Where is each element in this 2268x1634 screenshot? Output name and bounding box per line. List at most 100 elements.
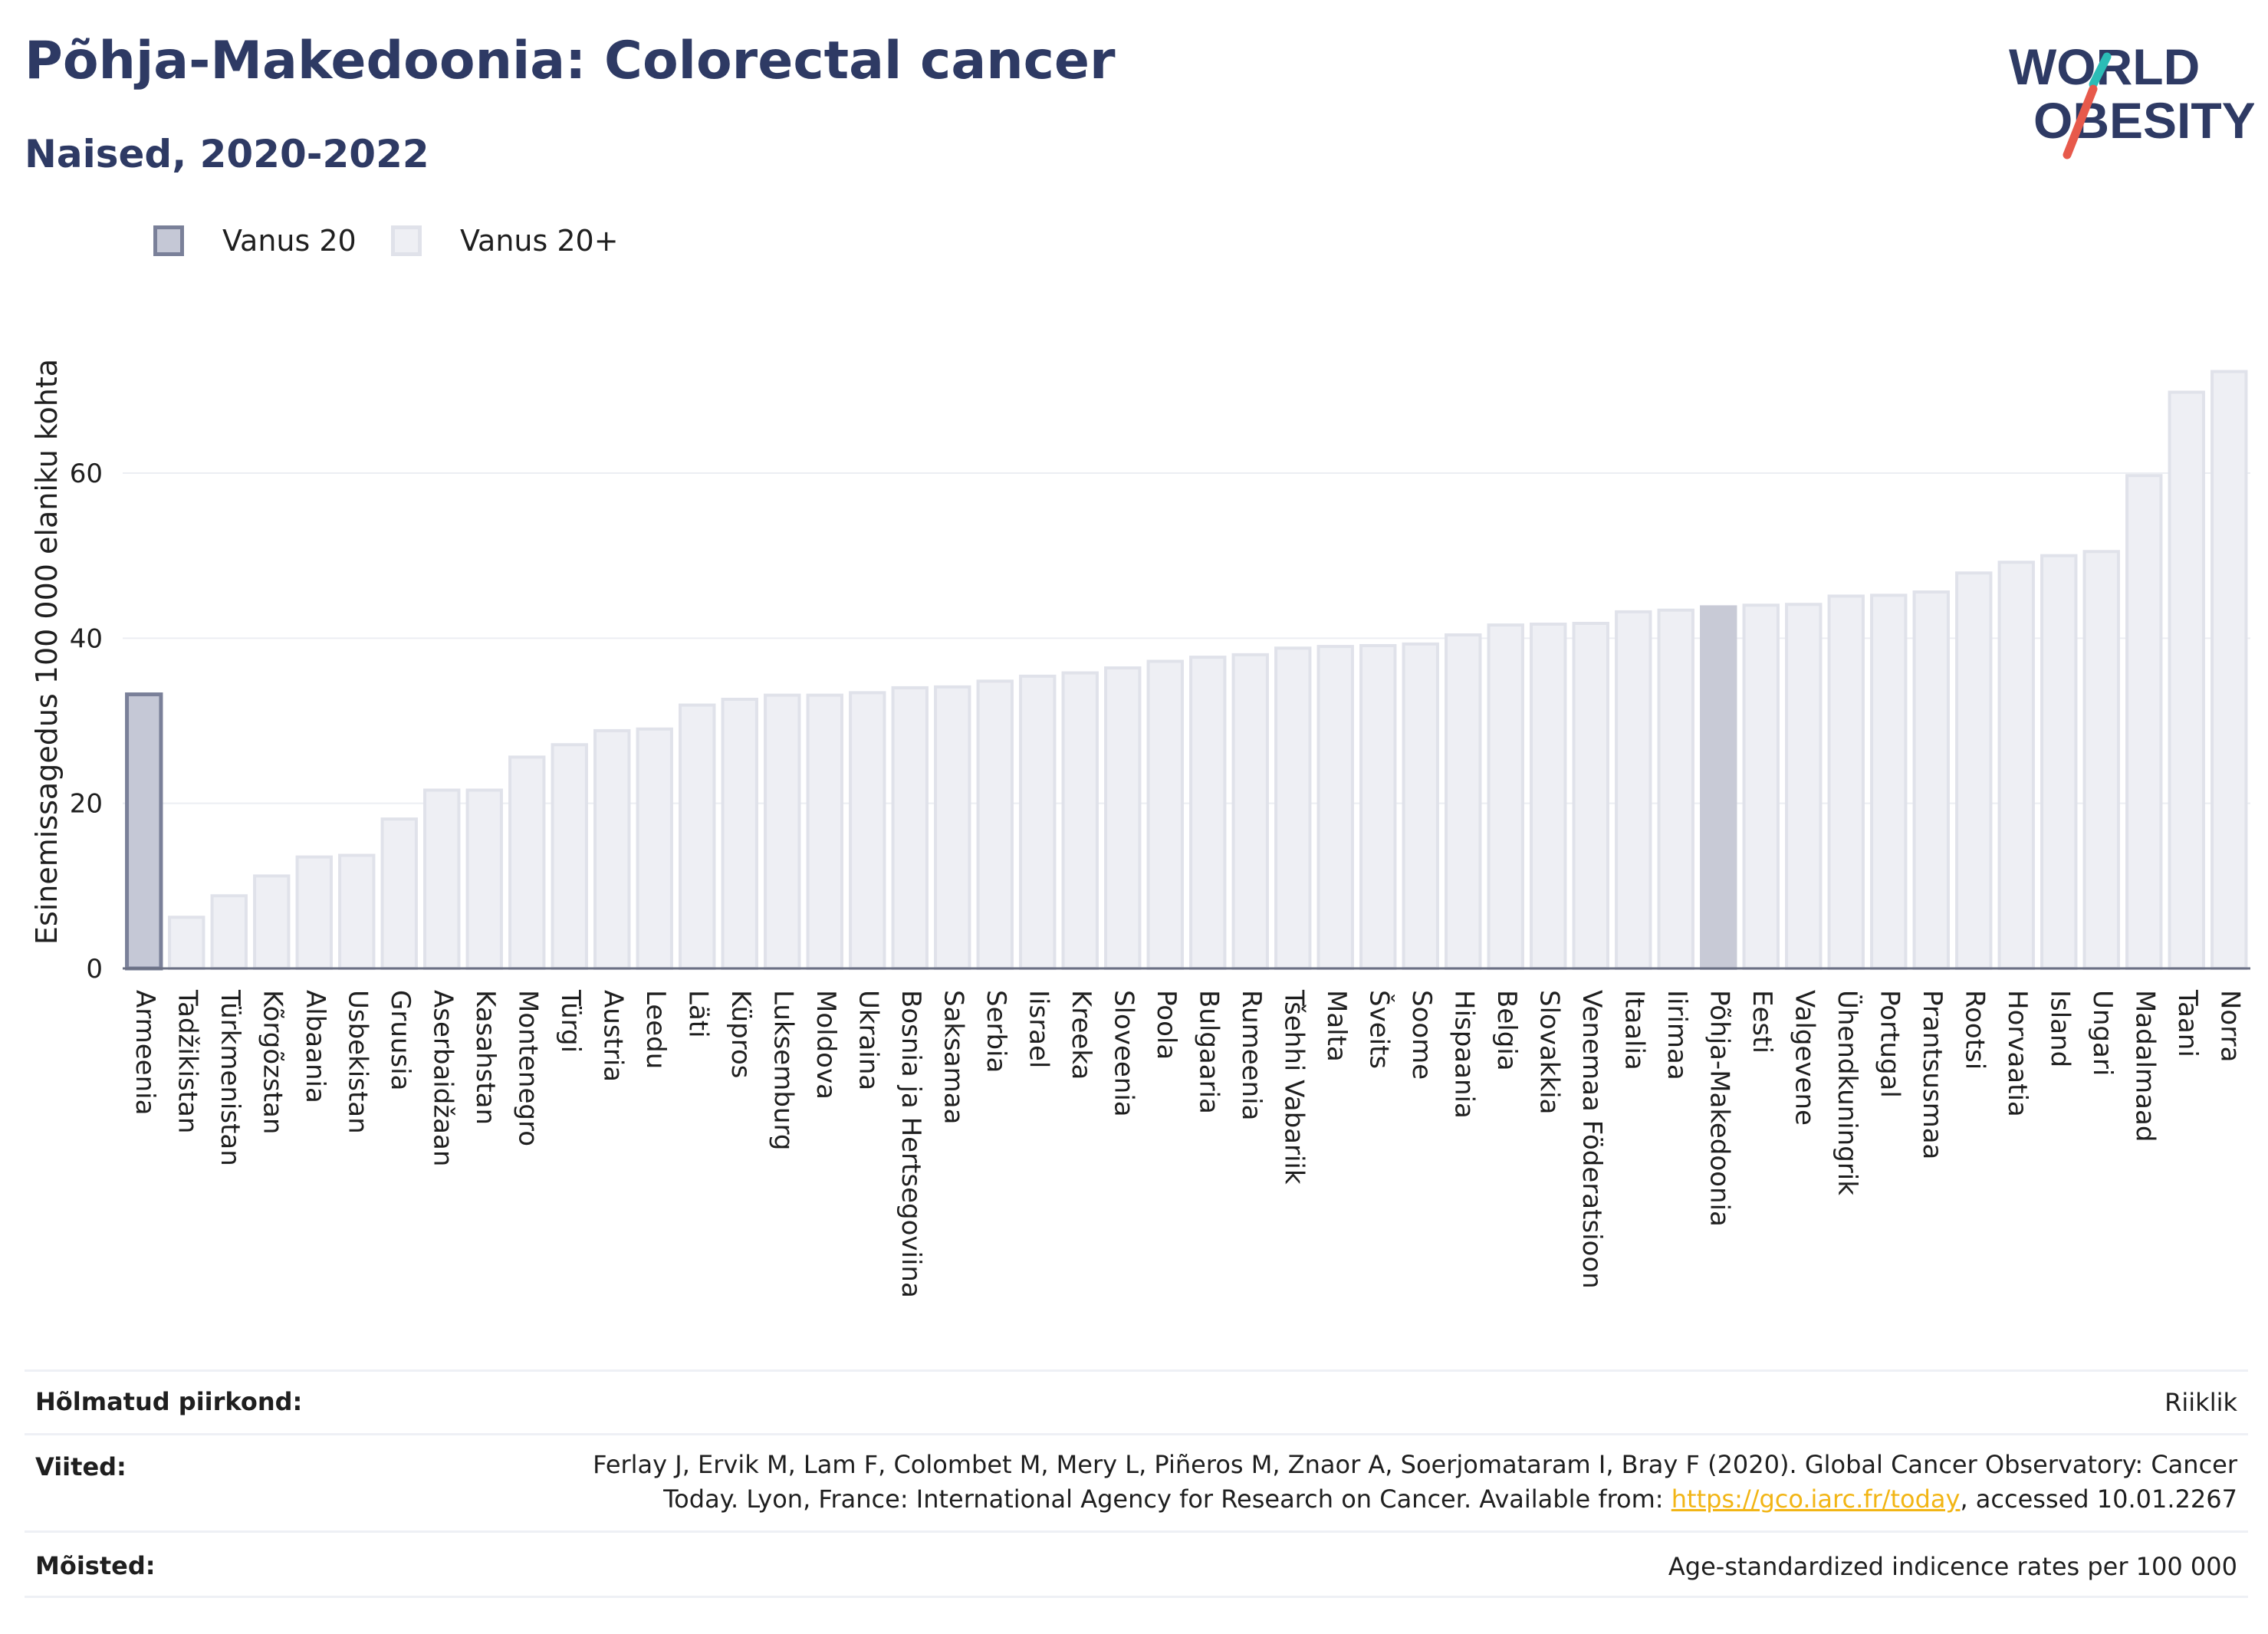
footer-reference-line-1: Ferlay J, Ervik M, Lam F, Colombet M, Me… (593, 1450, 2237, 1479)
x-tick-label: Tšehhi Vabariik (1278, 989, 1309, 1185)
x-tick-label: Luksemburg (768, 990, 798, 1150)
footer-label-definitions: Mõisted: (35, 1551, 156, 1580)
bar[interactable] (1700, 605, 1737, 970)
x-tick-label: Belgia (1491, 990, 1522, 1071)
bar[interactable] (168, 916, 205, 971)
legend-item-vanus-20[interactable]: Vanus 20 (153, 224, 357, 258)
footer-row-references: Viited: Ferlay J, Ervik M, Lam F, Colomb… (25, 1433, 2248, 1530)
x-tick-label: Bosnia ja Hertsegoviina (896, 990, 926, 1298)
bar[interactable] (1402, 642, 1439, 970)
y-tick-label: 40 (70, 623, 103, 654)
bar[interactable] (1955, 571, 1993, 970)
bar[interactable] (2040, 554, 2078, 970)
bar[interactable] (806, 693, 843, 971)
legend-item-vanus-20-plus[interactable]: Vanus 20+ (391, 224, 619, 258)
bar[interactable] (636, 727, 673, 970)
footer-reference-link[interactable]: https://gco.iarc.fr/today (1671, 1484, 1961, 1514)
bar[interactable] (1530, 623, 1567, 971)
x-tick-label: Kreeka (1066, 990, 1096, 1080)
x-tick-label: Ühendkuningrik (1832, 990, 1863, 1195)
bar[interactable] (721, 698, 758, 970)
bar[interactable] (2210, 370, 2248, 970)
bar[interactable] (849, 691, 886, 970)
footer-reference-line-2-start: Today. Lyon, France: International Agenc… (663, 1484, 1671, 1514)
x-tick-label: Austria (597, 990, 628, 1082)
bar[interactable] (1997, 561, 2035, 970)
bar[interactable] (2082, 550, 2120, 970)
footer-label-coverage: Hõlmatud piirkond: (35, 1387, 303, 1416)
x-tick-label: Prantsusmaa (1917, 990, 1948, 1159)
bar[interactable] (1742, 603, 1780, 970)
y-axis-label: Esinemissagedus 100 000 elaniku kohta (30, 359, 64, 945)
x-tick-label: Hispaania (1448, 990, 1479, 1119)
bar[interactable] (1785, 603, 1823, 970)
bar[interactable] (295, 855, 333, 971)
footer-value-references: Ferlay J, Ervik M, Lam F, Colombet M, Me… (25, 1435, 2248, 1517)
bar[interactable] (976, 679, 1014, 970)
bar[interactable] (891, 685, 929, 971)
y-tick-label: 20 (70, 789, 103, 820)
x-tick-label: Läti (682, 990, 713, 1038)
bar[interactable] (125, 692, 163, 971)
bar[interactable] (1231, 653, 1269, 970)
x-tick-label: Sloveenia (1108, 990, 1139, 1117)
bar[interactable] (1912, 590, 1950, 970)
bar[interactable] (1316, 645, 1354, 970)
x-tick-label: Soome (1406, 990, 1437, 1080)
bar[interactable] (253, 874, 291, 970)
bar[interactable] (465, 788, 503, 970)
bar[interactable] (423, 788, 461, 970)
x-tick-label: Malta (1321, 990, 1352, 1062)
bar[interactable] (508, 755, 546, 971)
x-tick-label: Poola (1151, 990, 1182, 1060)
footer-row-definitions: Mõisted: Age-standardized indicence rate… (25, 1530, 2248, 1598)
bar[interactable] (1146, 659, 1184, 970)
x-tick-label: Madalmaad (2129, 990, 2160, 1142)
bar[interactable] (1870, 593, 1908, 970)
bar[interactable] (679, 703, 716, 970)
bar[interactable] (593, 728, 631, 970)
legend-label-vanus-20: Vanus 20 (222, 224, 357, 258)
x-tick-label: Moldova (810, 990, 841, 1100)
bar[interactable] (1061, 671, 1099, 970)
y-tick-label: 60 (70, 459, 103, 489)
bar[interactable] (1359, 644, 1397, 970)
x-tick-label: Saksamaa (938, 990, 968, 1124)
bar[interactable] (2168, 390, 2205, 970)
bar[interactable] (764, 693, 801, 971)
bar[interactable] (1572, 621, 1609, 970)
x-tick-label: Usbekistan (342, 990, 373, 1134)
world-obesity-logo: WORLD OBESITY (2009, 38, 2254, 159)
x-tick-label: Türkmenistan (215, 989, 245, 1166)
x-tick-label: Valgevene (1789, 990, 1819, 1126)
bar[interactable] (338, 853, 376, 971)
x-axis-ticks: Armeenia Tadžikistan Türkmenistan Kõrgõzsta… (130, 989, 2246, 1298)
x-tick-label: Bulgaaria (1193, 990, 1224, 1114)
bar[interactable] (1189, 656, 1227, 970)
bar[interactable] (934, 685, 971, 971)
x-tick-label: Leedu (640, 990, 671, 1069)
bar[interactable] (1274, 646, 1312, 971)
y-tick-label: 0 (86, 954, 103, 985)
bar[interactable] (2125, 474, 2163, 970)
x-tick-label: Portugal (1874, 990, 1905, 1098)
bar[interactable] (1445, 633, 1482, 970)
bar[interactable] (1019, 674, 1057, 970)
chart-title: Põhja-Makedoonia: Colorectal cancer (25, 31, 1116, 91)
bar[interactable] (1487, 623, 1524, 971)
x-tick-label: Aserbaidžaan (427, 990, 458, 1166)
bar[interactable] (1657, 608, 1694, 971)
x-tick-label: Tadžikistan (172, 989, 202, 1133)
bar[interactable] (210, 894, 248, 970)
bar[interactable] (1615, 610, 1652, 970)
x-tick-label: Rootsi (1959, 990, 1990, 1070)
x-tick-label: Serbia (981, 990, 1011, 1073)
x-tick-label: Šveits (1363, 990, 1395, 1069)
bar[interactable] (551, 743, 588, 970)
x-tick-label: Venemaa Föderatsioon (1576, 990, 1607, 1289)
bar[interactable] (380, 817, 418, 970)
bar[interactable] (1827, 594, 1865, 970)
bar[interactable] (1104, 666, 1142, 970)
x-tick-label: Horvaatia (2002, 990, 2033, 1117)
x-tick-label: Armeenia (130, 990, 160, 1115)
